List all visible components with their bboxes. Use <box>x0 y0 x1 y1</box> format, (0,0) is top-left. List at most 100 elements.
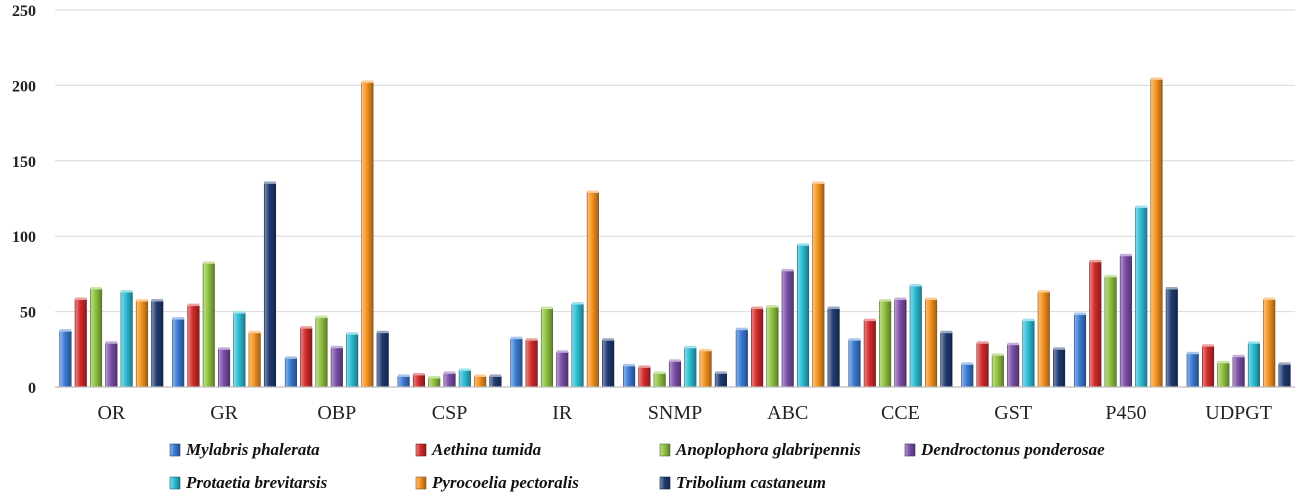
x-axis-category-labels: OR GR OBP CSP IR SNMP ABC CCE GST P450 UDPGT <box>97 402 1272 424</box>
bar-cap <box>187 303 200 307</box>
bar-or-series-3 <box>90 288 103 388</box>
bar-udpgt-series-6 <box>1263 299 1276 388</box>
bar-snmp-series-4 <box>668 361 682 388</box>
bar-or-series-1 <box>59 330 72 388</box>
y-tick-label: 100 <box>12 229 36 246</box>
bar-cap <box>879 299 891 302</box>
bar-cap <box>1022 318 1035 322</box>
legend-label: Dendroctonus ponderosae <box>920 440 1105 459</box>
bar-cap <box>331 345 343 349</box>
bar-ir-series-6 <box>586 192 599 388</box>
legend-item: Tribolium castaneum <box>659 473 826 492</box>
category-label: GST <box>994 402 1032 424</box>
bar-abc-series-2 <box>751 308 764 388</box>
bar-p450-series-1 <box>1073 314 1087 388</box>
bar-csp-series-6 <box>474 376 487 388</box>
bar-ir-series-4 <box>556 352 569 388</box>
bar-csp-series-2 <box>412 374 426 388</box>
bar-csp-series-7 <box>489 376 502 388</box>
bar-cap <box>781 268 794 272</box>
bar-cap <box>1120 253 1132 257</box>
bar-cap <box>346 332 358 335</box>
bar-or-series-6 <box>135 300 149 388</box>
legend-swatch <box>169 443 181 457</box>
bar-obp-series-6 <box>361 82 374 388</box>
bar-cap <box>669 359 681 362</box>
bar-cap <box>961 362 974 365</box>
bar-cap <box>90 286 102 290</box>
bar-cce-series-2 <box>863 320 876 388</box>
legend-label: Mylabris phalerata <box>185 440 320 459</box>
bar-udpgt-series-3 <box>1217 362 1230 388</box>
bar-obp-series-2 <box>300 327 313 388</box>
bar-udpgt-series-1 <box>1186 353 1199 388</box>
bar-obp-series-3 <box>315 317 328 388</box>
category-label: CSP <box>432 402 468 424</box>
legend-item: Mylabris phalerata <box>169 440 320 459</box>
bar-cap <box>571 302 584 305</box>
bar-cap <box>120 290 133 293</box>
bar-snmp-series-5 <box>684 347 697 388</box>
bar-obp-series-5 <box>346 333 359 388</box>
bar-cce-series-6 <box>924 299 938 388</box>
bar-cap <box>1166 286 1178 290</box>
legend-swatch <box>415 476 427 490</box>
bar-cap <box>264 181 276 184</box>
bar-abc-series-3 <box>766 306 779 388</box>
bar-cap <box>361 80 374 83</box>
legend-item: Anoplophora glabripennis <box>659 440 861 459</box>
bar-cap <box>218 347 230 350</box>
bar-cce-series-4 <box>894 299 907 388</box>
bar-cap <box>59 329 72 332</box>
bar-p450-series-5 <box>1135 207 1148 388</box>
bar-cce-series-3 <box>879 300 892 388</box>
category-label: SNMP <box>648 402 702 424</box>
bar-cap <box>397 374 410 377</box>
legend-label: Pyrocoelia pectoralis <box>431 473 579 492</box>
bar-cap <box>715 371 727 374</box>
bar-p450-series-6 <box>1150 79 1163 388</box>
bar-csp-series-5 <box>458 370 471 388</box>
bar-p450-series-3 <box>1104 276 1117 388</box>
y-tick-label: 200 <box>12 78 36 95</box>
bar-csp-series-3 <box>428 377 441 388</box>
bar-obp-series-1 <box>284 358 297 388</box>
bar-ir-series-2 <box>525 339 538 388</box>
bar-snmp-series-6 <box>699 350 712 388</box>
bar-cap <box>751 306 763 310</box>
bar-snmp-series-2 <box>638 367 651 388</box>
bar-csp-series-4 <box>443 373 456 388</box>
bar-gr-series-7 <box>263 183 277 388</box>
y-tick-label: 0 <box>28 380 36 397</box>
bar-or-series-4 <box>105 342 118 388</box>
bar-cap <box>910 283 922 287</box>
bar-cap <box>541 306 553 310</box>
bars <box>59 77 1291 388</box>
bar-gr-series-1 <box>172 318 185 388</box>
legend-item: Dendroctonus ponderosae <box>904 440 1105 459</box>
category-label: ABC <box>767 402 808 424</box>
bar-abc-series-5 <box>796 244 810 388</box>
y-tick-label: 50 <box>20 305 36 322</box>
y-axis-tick-labels: 0 50 100 150 200 250 <box>12 3 36 397</box>
bar-cap <box>1202 344 1214 347</box>
bar-cap <box>510 336 523 340</box>
bar-ir-series-1 <box>510 338 523 388</box>
bar-gr-series-5 <box>233 312 246 388</box>
category-label: UDPGT <box>1205 402 1272 424</box>
bar-cap <box>1007 342 1019 346</box>
bar-abc-series-1 <box>735 329 748 388</box>
category-label: OR <box>97 402 125 424</box>
bar-cap <box>684 345 697 349</box>
bar-cce-series-5 <box>909 285 922 388</box>
bar-cap <box>248 330 261 334</box>
bar-udpgt-series-2 <box>1201 345 1215 388</box>
legend-label: Anoplophora glabripennis <box>675 440 861 459</box>
bar-ir-series-5 <box>571 303 584 388</box>
category-label: P450 <box>1105 402 1146 424</box>
bar-snmp-series-1 <box>623 365 636 388</box>
legend-label: Tribolium castaneum <box>676 473 826 492</box>
bar-cap <box>459 368 471 371</box>
bar-gst-series-7 <box>1053 348 1066 388</box>
